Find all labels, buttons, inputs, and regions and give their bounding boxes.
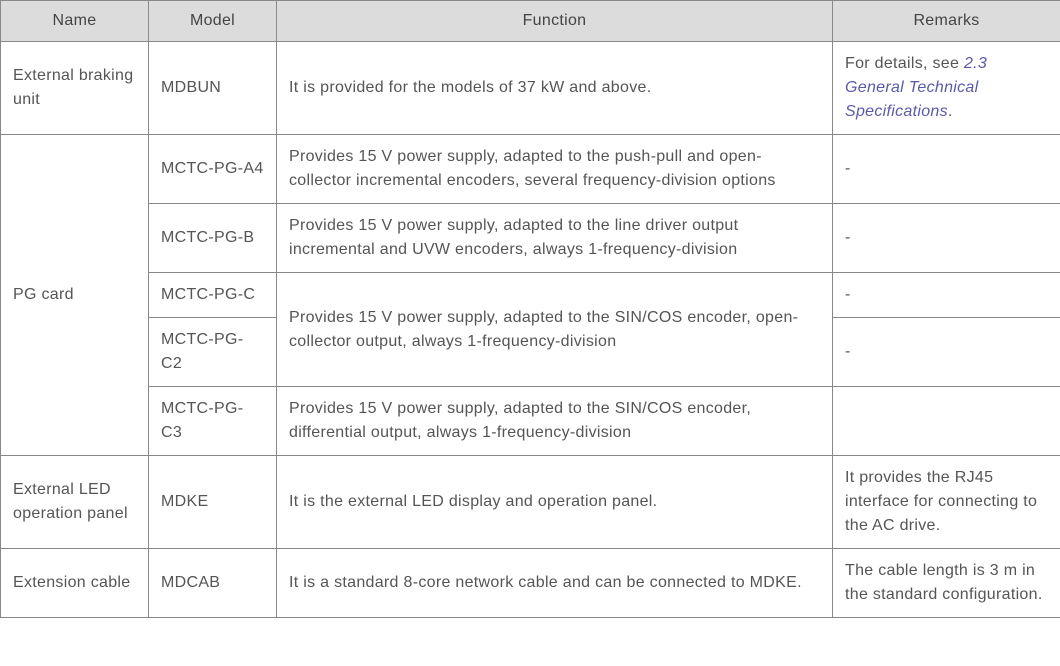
cell-model: MDCAB [149,549,277,618]
cell-name: Extension cable [1,549,149,618]
table-row: MCTC-PG-C Provides 15 V power supply, ad… [1,273,1060,318]
cell-function: Provides 15 V power supply, adapted to t… [277,204,833,273]
cell-remarks: - [833,318,1060,387]
col-header-name: Name [1,1,149,42]
cell-remarks: - [833,273,1060,318]
cell-function: It is a standard 8-core network cable an… [277,549,833,618]
cell-model: MCTC-PG-C2 [149,318,277,387]
cell-function: It is provided for the models of 37 kW a… [277,42,833,135]
table-row: External braking unit MDBUN It is provid… [1,42,1060,135]
table-header-row: Name Model Function Remarks [1,1,1060,42]
cell-name: External LED operation panel [1,456,149,549]
table-row: MCTC-PG-B Provides 15 V power supply, ad… [1,204,1060,273]
col-header-function: Function [277,1,833,42]
cell-model: MCTC-PG-C3 [149,387,277,456]
remarks-text: For details, see [845,55,964,72]
cell-model: MDKE [149,456,277,549]
cell-remarks [833,387,1060,456]
cell-remarks: - [833,135,1060,204]
cell-function: Provides 15 V power supply, adapted to t… [277,273,833,387]
table-row: External LED operation panel MDKE It is … [1,456,1060,549]
cell-remarks: - [833,204,1060,273]
cell-remarks: The cable length is 3 m in the standard … [833,549,1060,618]
cell-remarks: For details, see 2.3 General Technical S… [833,42,1060,135]
cell-remarks: It provides the RJ45 interface for conne… [833,456,1060,549]
remarks-suffix: . [948,103,953,120]
col-header-model: Model [149,1,277,42]
cell-function: Provides 15 V power supply, adapted to t… [277,387,833,456]
table-row: MCTC-PG-C3 Provides 15 V power supply, a… [1,387,1060,456]
cell-model: MCTC-PG-C [149,273,277,318]
cell-model: MCTC-PG-B [149,204,277,273]
table-row: Extension cable MDCAB It is a standard 8… [1,549,1060,618]
spec-table: Name Model Function Remarks External bra… [0,0,1060,618]
cell-function: It is the external LED display and opera… [277,456,833,549]
col-header-remarks: Remarks [833,1,1060,42]
table-row: PG card MCTC-PG-A4 Provides 15 V power s… [1,135,1060,204]
cell-name: PG card [1,135,149,456]
cell-model: MDBUN [149,42,277,135]
cell-function: Provides 15 V power supply, adapted to t… [277,135,833,204]
cell-name: External braking unit [1,42,149,135]
cell-model: MCTC-PG-A4 [149,135,277,204]
